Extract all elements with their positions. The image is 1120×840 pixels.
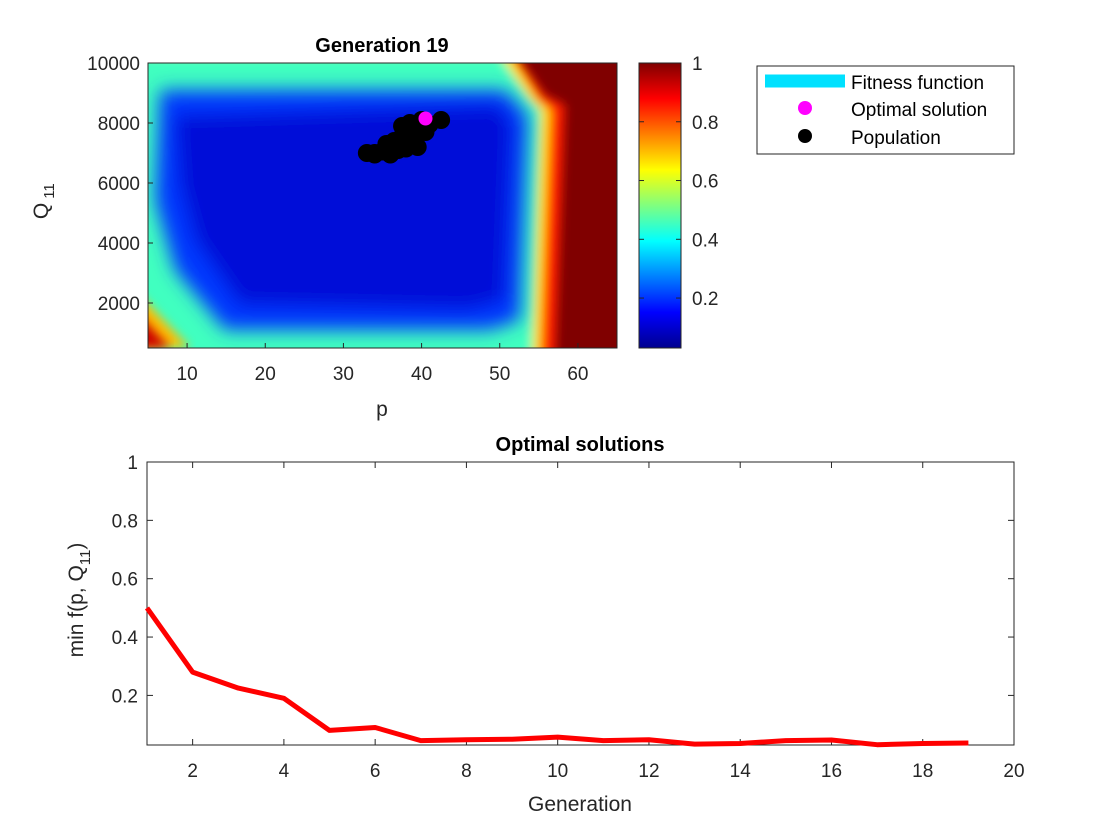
colorbar-bar: [638, 62, 682, 349]
heatmap-ylabel-sub: 11: [41, 183, 58, 199]
heatmap-x-tick-label: 60: [567, 364, 588, 385]
heatmap-y-tick-label: 10000: [87, 54, 140, 75]
line-axes: 2 4 6 8 10 12 14 16 18 20 0.2 0.4 0.6 0.8 1 Optimal s…: [65, 434, 1025, 816]
colorbar-ticks: 0.2 0.4 0.6 0.8 1: [639, 54, 719, 310]
line-title: Optimal solutions: [496, 434, 665, 456]
line-x-tick-label: 14: [730, 761, 752, 782]
line-x-tick-label: 16: [821, 761, 842, 782]
heatmap-population: [357, 111, 451, 164]
heatmap-y-tick-label: 4000: [98, 234, 140, 255]
line-xlabel: Generation: [528, 793, 632, 816]
heatmap-x-tick-label: 10: [177, 364, 198, 385]
line-ylabel-end: ): [65, 543, 88, 550]
heatmap-x-tick-label: 30: [333, 364, 354, 385]
line-y-tick-label: 0.4: [112, 628, 139, 649]
legend-optimal-label: Optimal solution: [851, 100, 987, 121]
line-x-tick-label: 8: [461, 761, 472, 782]
heatmap-x-tick-label: 40: [411, 364, 432, 385]
legend-population-label: Population: [851, 128, 941, 149]
heatmap-axes: 10 20 30 40 50 60 2000 4000 6000 8000 10000 Gener…: [30, 35, 618, 421]
line-x-tick-label: 4: [279, 761, 290, 782]
colorbar-tick-label: 0.2: [692, 289, 718, 310]
colorbar: 0.2 0.4 0.6 0.8 1: [638, 54, 719, 349]
line-x-tick-label: 10: [547, 761, 568, 782]
line-frame: [146, 461, 1015, 746]
legend-optimal-marker: [798, 101, 812, 115]
heatmap-ylabel: Q 11: [30, 183, 58, 219]
line-x-tick-label: 6: [370, 761, 381, 782]
heatmap-x-ticks: 10 20 30 40 50 60: [177, 343, 588, 385]
line-x-ticks: 2 4 6 8 10 12 14 16 18 20: [187, 462, 1025, 782]
heatmap-x-tick-label: 20: [255, 364, 276, 385]
line-x-tick-label: 12: [638, 761, 659, 782]
line-x-tick-label: 18: [912, 761, 933, 782]
line-series-min-fitness: [144, 606, 969, 748]
heatmap-y-ticks: 2000 4000 6000 8000 10000: [87, 54, 153, 315]
line-x-tick-label: 2: [187, 761, 198, 782]
population-point: [432, 111, 451, 129]
heatmap-y-tick-label: 2000: [98, 294, 140, 315]
heatmap-y-tick-label: 8000: [98, 114, 140, 135]
legend-population-marker: [798, 129, 812, 143]
heatmap-x-tick-label: 50: [489, 364, 510, 385]
line-y-tick-label: 0.6: [112, 570, 138, 591]
heatmap-y-tick-label: 6000: [98, 174, 140, 195]
line-x-tick-label: 20: [1003, 761, 1024, 782]
colorbar-tick-label: 1: [692, 54, 703, 75]
heatmap-title: Generation 19: [315, 35, 448, 57]
colorbar-tick-label: 0.4: [692, 230, 719, 251]
line-ylabel-text: min f(p, Q11): [65, 543, 94, 658]
legend: Fitness function Optimal solution Popula…: [756, 65, 1015, 155]
population-point: [381, 145, 400, 164]
line-ylabel: min f(p, Q11): [65, 543, 94, 658]
colorbar-tick-label: 0.6: [692, 172, 718, 193]
heatmap-xlabel: p: [376, 398, 388, 421]
line-y-tick-label: 1: [127, 453, 138, 474]
line-ylabel-main: min f(p, Q: [65, 565, 88, 657]
line-ylabel-sub: 11: [77, 550, 94, 566]
line-y-ticks: 0.2 0.4 0.6 0.8 1: [112, 453, 1014, 707]
legend-fitness-label: Fitness function: [851, 73, 984, 94]
line-y-tick-label: 0.8: [112, 511, 138, 532]
line-y-tick-label: 0.2: [112, 686, 138, 707]
heatmap-frame: [147, 62, 618, 349]
heatmap-ylabel-main: Q: [30, 203, 53, 219]
optimal-solution-point: [418, 111, 433, 126]
colorbar-tick-label: 0.8: [692, 113, 718, 134]
population-point: [365, 145, 384, 164]
heatmap-image: [148, 63, 617, 348]
